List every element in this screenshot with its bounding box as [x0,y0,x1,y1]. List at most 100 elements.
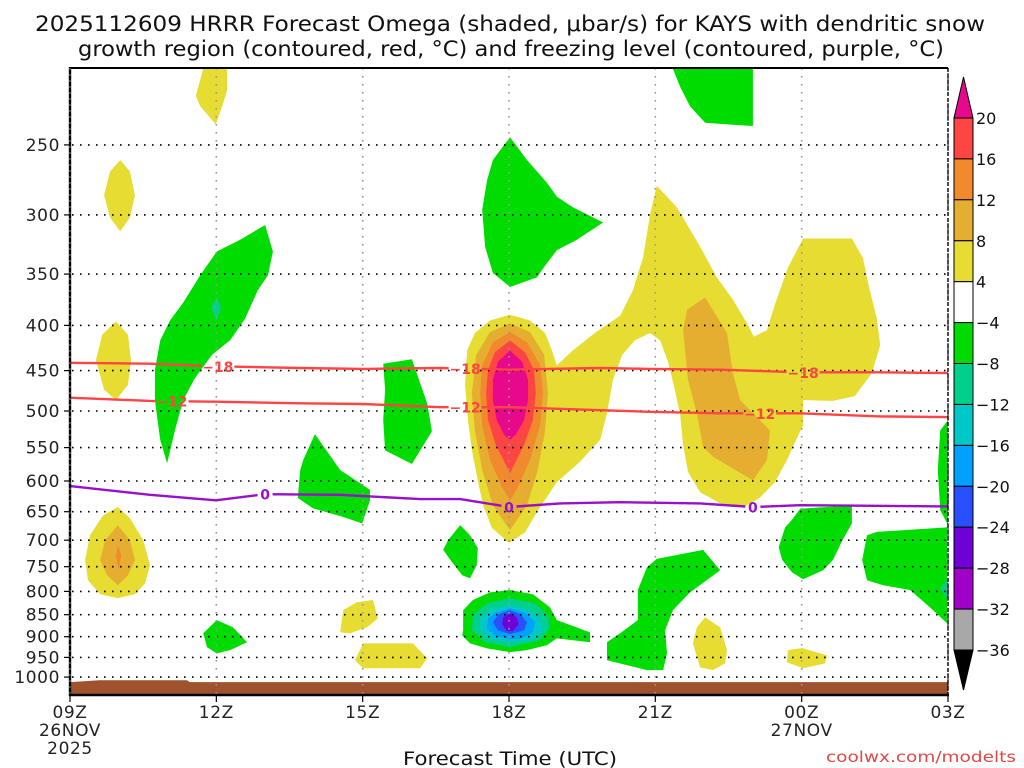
colorbar-band [953,567,974,610]
colorbar-band [953,485,974,528]
colorbar-band [953,117,974,160]
colorbar-band [953,608,974,651]
shaded-region [482,137,604,287]
shaded-region [195,68,228,125]
shaded-region [443,525,478,579]
shaded-region [683,297,770,481]
y-tick-label: 1000 [14,668,60,688]
shaded-region [502,613,519,632]
y-tick-label: 250 [26,136,60,156]
colorbar-label: 4 [976,273,986,292]
colorbar-label: 12 [976,191,996,210]
colorbar: 20 16 12 8 4 −4 −8 −12 −16 −20 −24 −28 −32 −36 [947,68,1010,695]
contour-label: −18 [449,362,480,378]
colorbar-label: −20 [976,477,1010,496]
colorbar-label: 16 [976,150,996,169]
y-tick-label: 300 [26,206,60,226]
terrain-fill [70,680,948,694]
contour-label: −18 [787,366,818,382]
y-tick-label: 800 [26,582,60,602]
colorbar-band [953,322,974,365]
y-tick-label: 950 [26,648,60,668]
contour-label: −12 [449,401,480,417]
contour-label: −12 [744,407,775,423]
x-tick-label: 21Z [638,703,673,723]
chart-title-line1: 2025112609 HRRR Forecast Omega (shaded, … [35,12,985,36]
colorbar-band [953,281,974,324]
contour-label: 0 [748,501,758,517]
colorbar-band [953,240,974,283]
colorbar-label: −12 [976,396,1010,415]
x-tick-sublabel: 27NOV [771,721,833,741]
colorbar-band [953,363,974,405]
x-tick-label: 03Z [930,703,965,723]
x-tick-label: 09Z [52,703,87,723]
colorbar-band [953,404,974,446]
shaded-region [154,225,273,464]
contour-line [70,484,948,509]
shaded-region [672,68,753,126]
shaded-region [862,527,947,624]
y-tick-label: 600 [26,472,60,492]
y-tick-label: 700 [26,531,60,551]
contour-label: 0 [504,501,514,517]
colorbar-band [953,158,974,201]
y-tick-label: 850 [26,606,60,626]
colorbar-label: 8 [976,232,986,251]
x-tick-label: 15Z [345,703,380,723]
shaded-region [104,160,135,232]
colorbar-label: −32 [976,600,1010,619]
y-tick-label: 500 [26,402,60,422]
contour-label: −18 [202,360,233,376]
shaded-region [340,600,378,634]
shaded-region [383,359,432,464]
colorbar-band [953,444,974,487]
colorbar-band [953,526,974,569]
x-tick-label: 12Z [199,703,234,723]
watermark-link[interactable]: coolwx.com/modelts [826,748,1016,766]
colorbar-band [953,199,974,242]
shaded-region [607,549,721,671]
omega-shading [85,68,948,671]
shaded-region [940,578,948,600]
contour-line [70,361,948,375]
y-axis: 2503003504004505005506006507007508008509… [14,136,70,688]
temperature-contours: −18 −18 −18 −12 −12 −12 0 0 0 [70,360,948,517]
colorbar-arrow-bottom [953,649,974,691]
shaded-region [492,350,528,440]
x-tick-label: 00Z [784,703,819,723]
y-tick-label: 750 [26,558,60,578]
shaded-region [354,643,428,669]
x-tick-sublabel: 26NOV [39,721,101,741]
colorbar-label: −16 [976,436,1010,455]
y-tick-label: 550 [26,439,60,459]
x-axis-title: Forecast Time (UTC) [403,748,617,768]
colorbar-label: −28 [976,559,1010,578]
y-tick-label: 350 [26,265,60,285]
shaded-region [787,648,827,669]
shaded-region [692,617,727,671]
grid [72,68,948,694]
colorbar-label: −36 [976,641,1010,660]
contour-label: −12 [156,395,187,411]
x-tick-sublabel: 2025 [47,739,93,759]
colorbar-label: 20 [976,109,996,128]
shaded-region [115,545,122,571]
contour-line [70,396,948,419]
colorbar-label: −24 [976,518,1010,537]
y-tick-label: 450 [26,362,60,382]
y-tick-label: 900 [26,628,60,648]
shaded-region [95,321,131,401]
colorbar-label: −8 [976,355,1000,374]
y-tick-label: 400 [26,316,60,336]
y-tick-label: 650 [26,503,60,523]
contour-label: 0 [260,488,270,504]
x-tick-label: 18Z [491,703,526,723]
chart-title-line2: growth region (contoured, red, °C) and f… [78,37,944,61]
colorbar-label: −4 [976,314,1000,333]
shaded-region [297,434,370,524]
shaded-region [778,505,852,580]
shaded-region [937,420,948,526]
